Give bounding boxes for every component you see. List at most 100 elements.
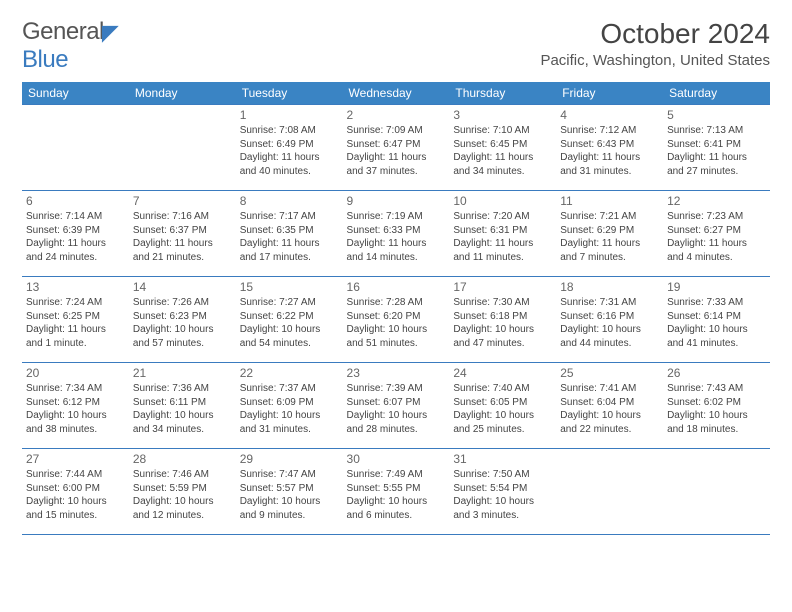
- calendar-day: 6Sunrise: 7:14 AMSunset: 6:39 PMDaylight…: [22, 191, 129, 277]
- day-number: 28: [133, 451, 232, 467]
- day-number: 23: [347, 365, 446, 381]
- daylight-text: Daylight: 10 hours and 12 minutes.: [133, 495, 232, 522]
- sunrise-text: Sunrise: 7:17 AM: [240, 210, 339, 224]
- day-header: Sunday: [22, 82, 129, 105]
- daylight-text: Daylight: 11 hours and 27 minutes.: [667, 151, 766, 178]
- calendar-day: 15Sunrise: 7:27 AMSunset: 6:22 PMDayligh…: [236, 277, 343, 363]
- logo: General◤ Blue: [22, 18, 118, 74]
- sunset-text: Sunset: 6:14 PM: [667, 310, 766, 324]
- sunset-text: Sunset: 5:57 PM: [240, 482, 339, 496]
- calendar-day: 26Sunrise: 7:43 AMSunset: 6:02 PMDayligh…: [663, 363, 770, 449]
- daylight-text: Daylight: 10 hours and 57 minutes.: [133, 323, 232, 350]
- sunrise-text: Sunrise: 7:28 AM: [347, 296, 446, 310]
- daylight-text: Daylight: 10 hours and 31 minutes.: [240, 409, 339, 436]
- day-number: 20: [26, 365, 125, 381]
- day-number: 26: [667, 365, 766, 381]
- sunset-text: Sunset: 6:37 PM: [133, 224, 232, 238]
- day-number: 5: [667, 107, 766, 123]
- calendar-day: 4Sunrise: 7:12 AMSunset: 6:43 PMDaylight…: [556, 105, 663, 191]
- calendar-week: 6Sunrise: 7:14 AMSunset: 6:39 PMDaylight…: [22, 191, 770, 277]
- sunset-text: Sunset: 6:41 PM: [667, 138, 766, 152]
- day-number: 12: [667, 193, 766, 209]
- day-number: 4: [560, 107, 659, 123]
- day-number: 17: [453, 279, 552, 295]
- title-block: October 2024 Pacific, Washington, United…: [540, 18, 770, 69]
- daylight-text: Daylight: 11 hours and 11 minutes.: [453, 237, 552, 264]
- calendar-day: 7Sunrise: 7:16 AMSunset: 6:37 PMDaylight…: [129, 191, 236, 277]
- sunset-text: Sunset: 6:05 PM: [453, 396, 552, 410]
- sunrise-text: Sunrise: 7:16 AM: [133, 210, 232, 224]
- day-number: 31: [453, 451, 552, 467]
- day-number: 15: [240, 279, 339, 295]
- calendar-week: 27Sunrise: 7:44 AMSunset: 6:00 PMDayligh…: [22, 449, 770, 535]
- daylight-text: Daylight: 10 hours and 51 minutes.: [347, 323, 446, 350]
- sunrise-text: Sunrise: 7:27 AM: [240, 296, 339, 310]
- sunset-text: Sunset: 6:20 PM: [347, 310, 446, 324]
- daylight-text: Daylight: 10 hours and 25 minutes.: [453, 409, 552, 436]
- calendar-day: 14Sunrise: 7:26 AMSunset: 6:23 PMDayligh…: [129, 277, 236, 363]
- day-number: 6: [26, 193, 125, 209]
- sunrise-text: Sunrise: 7:44 AM: [26, 468, 125, 482]
- sunrise-text: Sunrise: 7:40 AM: [453, 382, 552, 396]
- daylight-text: Daylight: 10 hours and 34 minutes.: [133, 409, 232, 436]
- sunset-text: Sunset: 6:27 PM: [667, 224, 766, 238]
- sunset-text: Sunset: 6:22 PM: [240, 310, 339, 324]
- day-number: 14: [133, 279, 232, 295]
- calendar-day: 16Sunrise: 7:28 AMSunset: 6:20 PMDayligh…: [343, 277, 450, 363]
- sunset-text: Sunset: 6:25 PM: [26, 310, 125, 324]
- day-number: 13: [26, 279, 125, 295]
- daylight-text: Daylight: 10 hours and 18 minutes.: [667, 409, 766, 436]
- calendar-day: 3Sunrise: 7:10 AMSunset: 6:45 PMDaylight…: [449, 105, 556, 191]
- calendar-week: 1Sunrise: 7:08 AMSunset: 6:49 PMDaylight…: [22, 105, 770, 191]
- sunrise-text: Sunrise: 7:10 AM: [453, 124, 552, 138]
- sunset-text: Sunset: 6:23 PM: [133, 310, 232, 324]
- sunrise-text: Sunrise: 7:24 AM: [26, 296, 125, 310]
- calendar-day: 28Sunrise: 7:46 AMSunset: 5:59 PMDayligh…: [129, 449, 236, 535]
- day-number: 10: [453, 193, 552, 209]
- day-header: Saturday: [663, 82, 770, 105]
- daylight-text: Daylight: 11 hours and 21 minutes.: [133, 237, 232, 264]
- daylight-text: Daylight: 11 hours and 31 minutes.: [560, 151, 659, 178]
- sunset-text: Sunset: 6:31 PM: [453, 224, 552, 238]
- sunset-text: Sunset: 6:49 PM: [240, 138, 339, 152]
- sunrise-text: Sunrise: 7:36 AM: [133, 382, 232, 396]
- sunset-text: Sunset: 6:16 PM: [560, 310, 659, 324]
- calendar-day: 11Sunrise: 7:21 AMSunset: 6:29 PMDayligh…: [556, 191, 663, 277]
- calendar-table: Sunday Monday Tuesday Wednesday Thursday…: [22, 82, 770, 535]
- daylight-text: Daylight: 10 hours and 44 minutes.: [560, 323, 659, 350]
- calendar-day: 22Sunrise: 7:37 AMSunset: 6:09 PMDayligh…: [236, 363, 343, 449]
- sunset-text: Sunset: 6:33 PM: [347, 224, 446, 238]
- sunrise-text: Sunrise: 7:13 AM: [667, 124, 766, 138]
- day-number: 18: [560, 279, 659, 295]
- calendar-day: 10Sunrise: 7:20 AMSunset: 6:31 PMDayligh…: [449, 191, 556, 277]
- calendar-day: 17Sunrise: 7:30 AMSunset: 6:18 PMDayligh…: [449, 277, 556, 363]
- calendar-day: 31Sunrise: 7:50 AMSunset: 5:54 PMDayligh…: [449, 449, 556, 535]
- sunset-text: Sunset: 6:45 PM: [453, 138, 552, 152]
- day-number: 22: [240, 365, 339, 381]
- sunrise-text: Sunrise: 7:41 AM: [560, 382, 659, 396]
- calendar-day: 24Sunrise: 7:40 AMSunset: 6:05 PMDayligh…: [449, 363, 556, 449]
- daylight-text: Daylight: 10 hours and 9 minutes.: [240, 495, 339, 522]
- daylight-text: Daylight: 11 hours and 7 minutes.: [560, 237, 659, 264]
- sunrise-text: Sunrise: 7:23 AM: [667, 210, 766, 224]
- day-number: 24: [453, 365, 552, 381]
- day-number: 3: [453, 107, 552, 123]
- sunrise-text: Sunrise: 7:49 AM: [347, 468, 446, 482]
- daylight-text: Daylight: 11 hours and 37 minutes.: [347, 151, 446, 178]
- calendar-day: 29Sunrise: 7:47 AMSunset: 5:57 PMDayligh…: [236, 449, 343, 535]
- sunrise-text: Sunrise: 7:47 AM: [240, 468, 339, 482]
- calendar-day: 23Sunrise: 7:39 AMSunset: 6:07 PMDayligh…: [343, 363, 450, 449]
- sunset-text: Sunset: 6:18 PM: [453, 310, 552, 324]
- daylight-text: Daylight: 11 hours and 40 minutes.: [240, 151, 339, 178]
- sunset-text: Sunset: 6:12 PM: [26, 396, 125, 410]
- sunrise-text: Sunrise: 7:37 AM: [240, 382, 339, 396]
- day-number: 30: [347, 451, 446, 467]
- day-header: Thursday: [449, 82, 556, 105]
- day-number: 29: [240, 451, 339, 467]
- calendar-day: 1Sunrise: 7:08 AMSunset: 6:49 PMDaylight…: [236, 105, 343, 191]
- calendar-day: 25Sunrise: 7:41 AMSunset: 6:04 PMDayligh…: [556, 363, 663, 449]
- day-number: 2: [347, 107, 446, 123]
- sunset-text: Sunset: 5:59 PM: [133, 482, 232, 496]
- day-header: Monday: [129, 82, 236, 105]
- calendar-day: 12Sunrise: 7:23 AMSunset: 6:27 PMDayligh…: [663, 191, 770, 277]
